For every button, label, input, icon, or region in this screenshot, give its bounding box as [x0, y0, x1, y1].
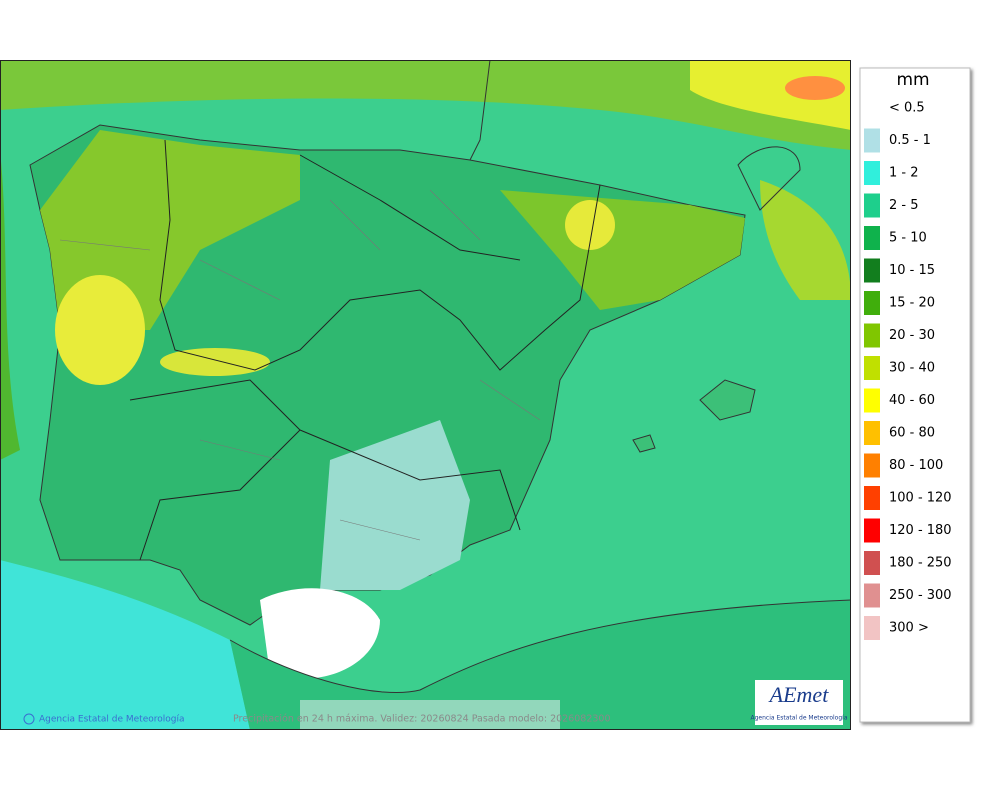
dry-zone [320, 420, 470, 590]
rain-zone [0, 150, 20, 460]
legend-swatch [864, 291, 880, 315]
legend-swatch [864, 226, 880, 250]
legend-swatch [864, 258, 880, 283]
no-rain [260, 588, 380, 679]
border [469, 60, 491, 161]
legend-swatch [864, 356, 880, 380]
legend-swatch [864, 161, 880, 185]
legend-swatch [864, 388, 880, 413]
legend-label: 20 - 30 [889, 328, 935, 343]
legend-label: 250 - 300 [889, 588, 952, 603]
legend-swatch [864, 518, 880, 543]
legend-swatch [864, 583, 880, 608]
coastline [229, 599, 851, 693]
map [0, 60, 851, 730]
legend-swatch [864, 486, 880, 510]
map-frame [0, 60, 851, 730]
legend-label: 40 - 60 [889, 393, 935, 408]
logo-box [755, 680, 843, 725]
province-borders [59, 189, 541, 541]
footer-credit: Agencia Estatal de Meteorología [39, 715, 185, 725]
region-borders [129, 139, 601, 561]
island [699, 379, 756, 421]
north-rain [0, 60, 851, 150]
logo-subtitle: Agencia Estatal de Meteorología [751, 715, 848, 722]
dry-zone [300, 700, 560, 730]
legend-swatch [864, 551, 880, 575]
legend-label: 15 - 20 [889, 296, 935, 311]
legend-label: 0.5 - 1 [889, 133, 931, 148]
legend-label: 10 - 15 [889, 263, 935, 278]
dry-zone [0, 560, 250, 730]
rain-zone [55, 275, 145, 385]
rain-zone [760, 180, 851, 300]
legend-label: 5 - 10 [889, 231, 927, 246]
legend-label: 2 - 5 [889, 198, 919, 213]
island [632, 434, 656, 453]
legend-label: 300 > [889, 621, 929, 636]
coastline [737, 146, 801, 211]
logo: AEmet [768, 682, 830, 707]
rain-zone [565, 200, 615, 250]
legend-swatch [864, 616, 880, 640]
legend-label: < 0.5 [889, 101, 925, 116]
legend-label: 1 - 2 [889, 166, 919, 181]
legend-label: 60 - 80 [889, 426, 935, 441]
rain-zone [160, 348, 270, 376]
rain-zone [500, 190, 745, 310]
legend-swatch [864, 193, 880, 218]
legend-label: 80 - 100 [889, 458, 943, 473]
legend: < 0.5 0.5 - 1 1 - 2 2 - 5 5 - 10 10 - 15 15 - … [864, 101, 952, 640]
legend-label: 180 - 250 [889, 556, 952, 571]
legend-label: 30 - 40 [889, 361, 935, 376]
legend-swatch [864, 421, 880, 445]
legend-swatch [864, 128, 880, 153]
legend-label: 100 - 120 [889, 491, 952, 506]
legend-label: 120 - 180 [889, 523, 952, 538]
copyright-icon [23, 713, 35, 725]
legend-swatch [864, 323, 880, 348]
rain-zone [785, 76, 845, 100]
legend-swatch [864, 453, 880, 478]
africa [230, 600, 851, 730]
legend-title: mm [896, 70, 929, 90]
footer-caption: Precipitación en 24 h máxima. Validez: 2… [233, 714, 611, 725]
